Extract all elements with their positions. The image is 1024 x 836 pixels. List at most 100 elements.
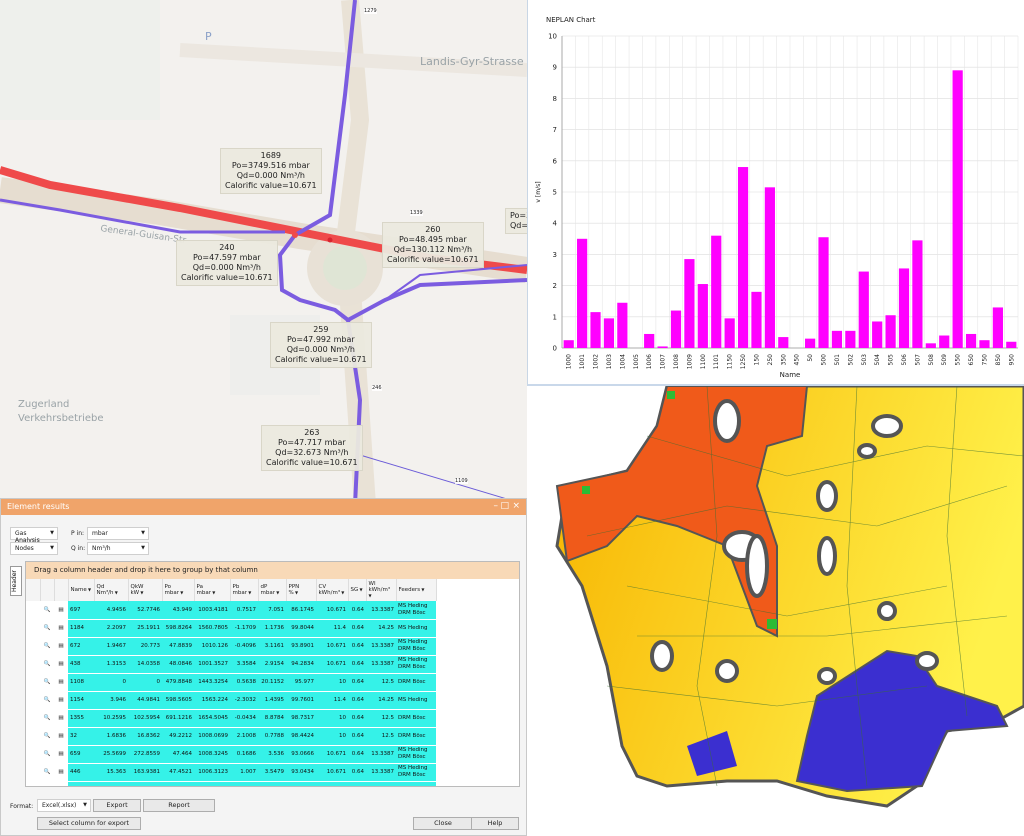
maximize-icon[interactable]: □	[500, 501, 509, 511]
filter-icon[interactable]: ▼	[358, 587, 363, 592]
help-button[interactable]: Help	[471, 817, 519, 830]
export-format-select[interactable]: Excel(.xlsx) ▼	[37, 799, 91, 812]
node-260-box[interactable]: 260 Po=48.495 mbar Qd=130.112 Nm³/h Calo…	[382, 222, 484, 268]
properties-icon[interactable]: ▤	[54, 781, 68, 786]
table-row[interactable]: 🔍 ▤ 446 15.363 163.9381 47.4521 1006.3123 1.007…	[26, 763, 436, 782]
column-header[interactable]: Pb mbar ▼	[230, 579, 259, 601]
x-tick-label: 500	[821, 354, 828, 366]
zoom-icon[interactable]: 🔍	[40, 709, 54, 728]
zoom-icon[interactable]: 🔍	[40, 781, 54, 786]
header-spacer	[54, 579, 69, 601]
column-header[interactable]: PPN % ▼	[286, 579, 317, 601]
properties-icon[interactable]: ▤	[54, 745, 68, 764]
pipe-label-246[interactable]: 246	[372, 385, 382, 391]
column-header[interactable]: CV kWh/m³ ▼	[316, 579, 349, 601]
select-columns-export-button[interactable]: Select column for export	[37, 817, 141, 830]
column-header[interactable]: WI kWh/m³ ▼	[366, 579, 397, 601]
header-side-tab[interactable]: Header	[10, 566, 22, 596]
table-row[interactable]: 🔍 ▤ 697 4.9456 52.7746 43.949 1003.4181 0.7517 7…	[26, 601, 436, 620]
table-row[interactable]: 🔍 ▤ 1355 10.2595 102.5954 691.1216 1654.5045 -0…	[26, 709, 436, 728]
filter-icon[interactable]: ▼	[113, 590, 118, 595]
filter-icon[interactable]: ▼	[274, 590, 280, 595]
filter-icon[interactable]: ▼	[139, 590, 144, 595]
zoom-icon[interactable]: 🔍	[40, 727, 54, 746]
close-icon[interactable]: ×	[512, 501, 520, 511]
element-results-window[interactable]: Element results – □ × Gas Analysis ▼ Nod…	[0, 498, 527, 836]
export-button[interactable]: Export	[93, 799, 141, 812]
properties-icon[interactable]: ▤	[54, 763, 68, 782]
network-map[interactable]: Landis-Gyr-Strasse General-Guisan-Str Zu…	[0, 0, 527, 505]
properties-icon[interactable]: ▤	[54, 637, 68, 656]
column-header[interactable]: Pa mbar ▼	[194, 579, 231, 601]
node-240-box[interactable]: 240 Po=47.597 mbar Qd=0.000 Nm³/h Calori…	[176, 240, 278, 286]
filter-icon[interactable]: ▼	[420, 587, 425, 592]
pressure-unit-select[interactable]: mbar ▼	[87, 527, 149, 540]
properties-icon[interactable]: ▤	[54, 691, 68, 710]
pipe-label-1279[interactable]: 1279	[364, 8, 377, 14]
x-tick-label: 450	[794, 354, 801, 366]
minimize-icon[interactable]: –	[493, 501, 499, 511]
element-type-select[interactable]: Nodes ▼	[10, 542, 58, 555]
x-tick-label: 1100	[700, 354, 707, 369]
header-spacer	[40, 579, 55, 601]
bar	[818, 237, 829, 348]
analysis-type-select[interactable]: Gas Analysis ▼	[10, 527, 58, 544]
filter-icon[interactable]: ▼	[293, 590, 299, 595]
filter-icon[interactable]: ▼	[246, 590, 252, 595]
node-pressure: Po=47.717 mbar	[277, 438, 346, 447]
table-row[interactable]: 🔍 ▤ 1184 2.2097 25.1911 598.8264 1560.7805 -1.1…	[26, 619, 436, 638]
column-header[interactable]: Name ▼	[68, 579, 95, 601]
column-header[interactable]: dP mbar ▼	[258, 579, 287, 601]
table-cell: 1238	[68, 781, 94, 786]
heatmap-canvas[interactable]	[527, 386, 1024, 836]
column-header[interactable]: SG ▼	[348, 579, 367, 601]
filter-icon[interactable]: ▼	[178, 590, 184, 595]
group-by-bar[interactable]: Drag a column header and drop it here to…	[26, 562, 519, 579]
filter-icon[interactable]: ▼	[340, 590, 345, 595]
column-header[interactable]: Qd Nm³/h ▼	[94, 579, 129, 601]
flow-unit-select[interactable]: Nm³/h ▼	[87, 542, 149, 555]
table-row[interactable]: 🔍 ▤ 1108 0 0 479.8848 1443.3254 0.5638 20.1152 95…	[26, 673, 436, 692]
bar	[590, 312, 601, 348]
results-grid[interactable]: Drag a column header and drop it here to…	[25, 561, 520, 787]
report-button[interactable]: Report	[143, 799, 215, 812]
node-id: 259	[313, 325, 329, 334]
properties-icon[interactable]: ▤	[54, 673, 68, 692]
filter-icon[interactable]: ▼	[86, 587, 92, 592]
zoom-icon[interactable]: 🔍	[40, 601, 54, 620]
neplan-chart-window[interactable]: NEPLAN Chart 0 1 2 3 4 5 6 7 8 9 10 1000 1001 1002 100…	[527, 0, 1024, 386]
zoom-icon[interactable]: 🔍	[40, 619, 54, 638]
zoom-icon[interactable]: 🔍	[40, 745, 54, 764]
column-header[interactable]: QkW kW ▼	[128, 579, 163, 601]
properties-icon[interactable]: ▤	[54, 619, 68, 638]
zoom-icon[interactable]: 🔍	[40, 637, 54, 656]
properties-icon[interactable]: ▤	[54, 655, 68, 674]
results-titlebar[interactable]: Element results – □ ×	[1, 499, 526, 515]
pipe-label-1109[interactable]: 1109	[455, 478, 468, 484]
table-row[interactable]: 🔍▤123829.9894299.8941853.26731815.0141-0…	[26, 781, 436, 786]
zoom-icon[interactable]: 🔍	[40, 691, 54, 710]
table-row[interactable]: 🔍 ▤ 672 1.9467 20.773 47.8839 1010.126 -0.4096 3…	[26, 637, 436, 656]
column-header[interactable]: Po mbar ▼	[162, 579, 195, 601]
node-259-box[interactable]: 259 Po=47.992 mbar Qd=0.000 Nm³/h Calori…	[270, 322, 372, 368]
node-1689-box[interactable]: 1689 Po=3749.516 mbar Qd=0.000 Nm³/h Cal…	[220, 148, 322, 194]
column-header[interactable]: Feeders ▼	[396, 579, 437, 601]
zoom-icon[interactable]: 🔍	[40, 655, 54, 674]
node-demand: Qd=0.000 Nm³/h	[286, 345, 355, 354]
properties-icon[interactable]: ▤	[54, 709, 68, 728]
table-row[interactable]: 🔍 ▤ 438 1.3153 14.0358 48.0846 1001.3527 3.3584…	[26, 655, 436, 674]
pressure-heatmap[interactable]	[527, 386, 1024, 836]
table-row[interactable]: 🔍 ▤ 32 1.6836 16.8362 49.2212 1008.0699 2.1008 0…	[26, 727, 436, 746]
pipe-label-1339[interactable]: 1339	[410, 210, 423, 216]
properties-icon[interactable]: ▤	[54, 601, 68, 620]
zoom-icon[interactable]: 🔍	[40, 673, 54, 692]
node-partial-box[interactable]: Po=3 Qd=	[505, 208, 527, 234]
zoom-icon[interactable]: 🔍	[40, 763, 54, 782]
table-row[interactable]: 🔍 ▤ 1154 3.946 44.9841 598.5605 1563.224 -2.303…	[26, 691, 436, 710]
filter-icon[interactable]: ▼	[210, 590, 216, 595]
properties-icon[interactable]: ▤	[54, 727, 68, 746]
close-button[interactable]: Close	[413, 817, 473, 830]
node-263-box[interactable]: 263 Po=47.717 mbar Qd=32.673 Nm³/h Calor…	[261, 425, 363, 471]
table-row[interactable]: 🔍 ▤ 659 25.5699 272.8559 47.464 1008.3245 0.168…	[26, 745, 436, 764]
filter-icon[interactable]: ▼	[368, 593, 372, 598]
